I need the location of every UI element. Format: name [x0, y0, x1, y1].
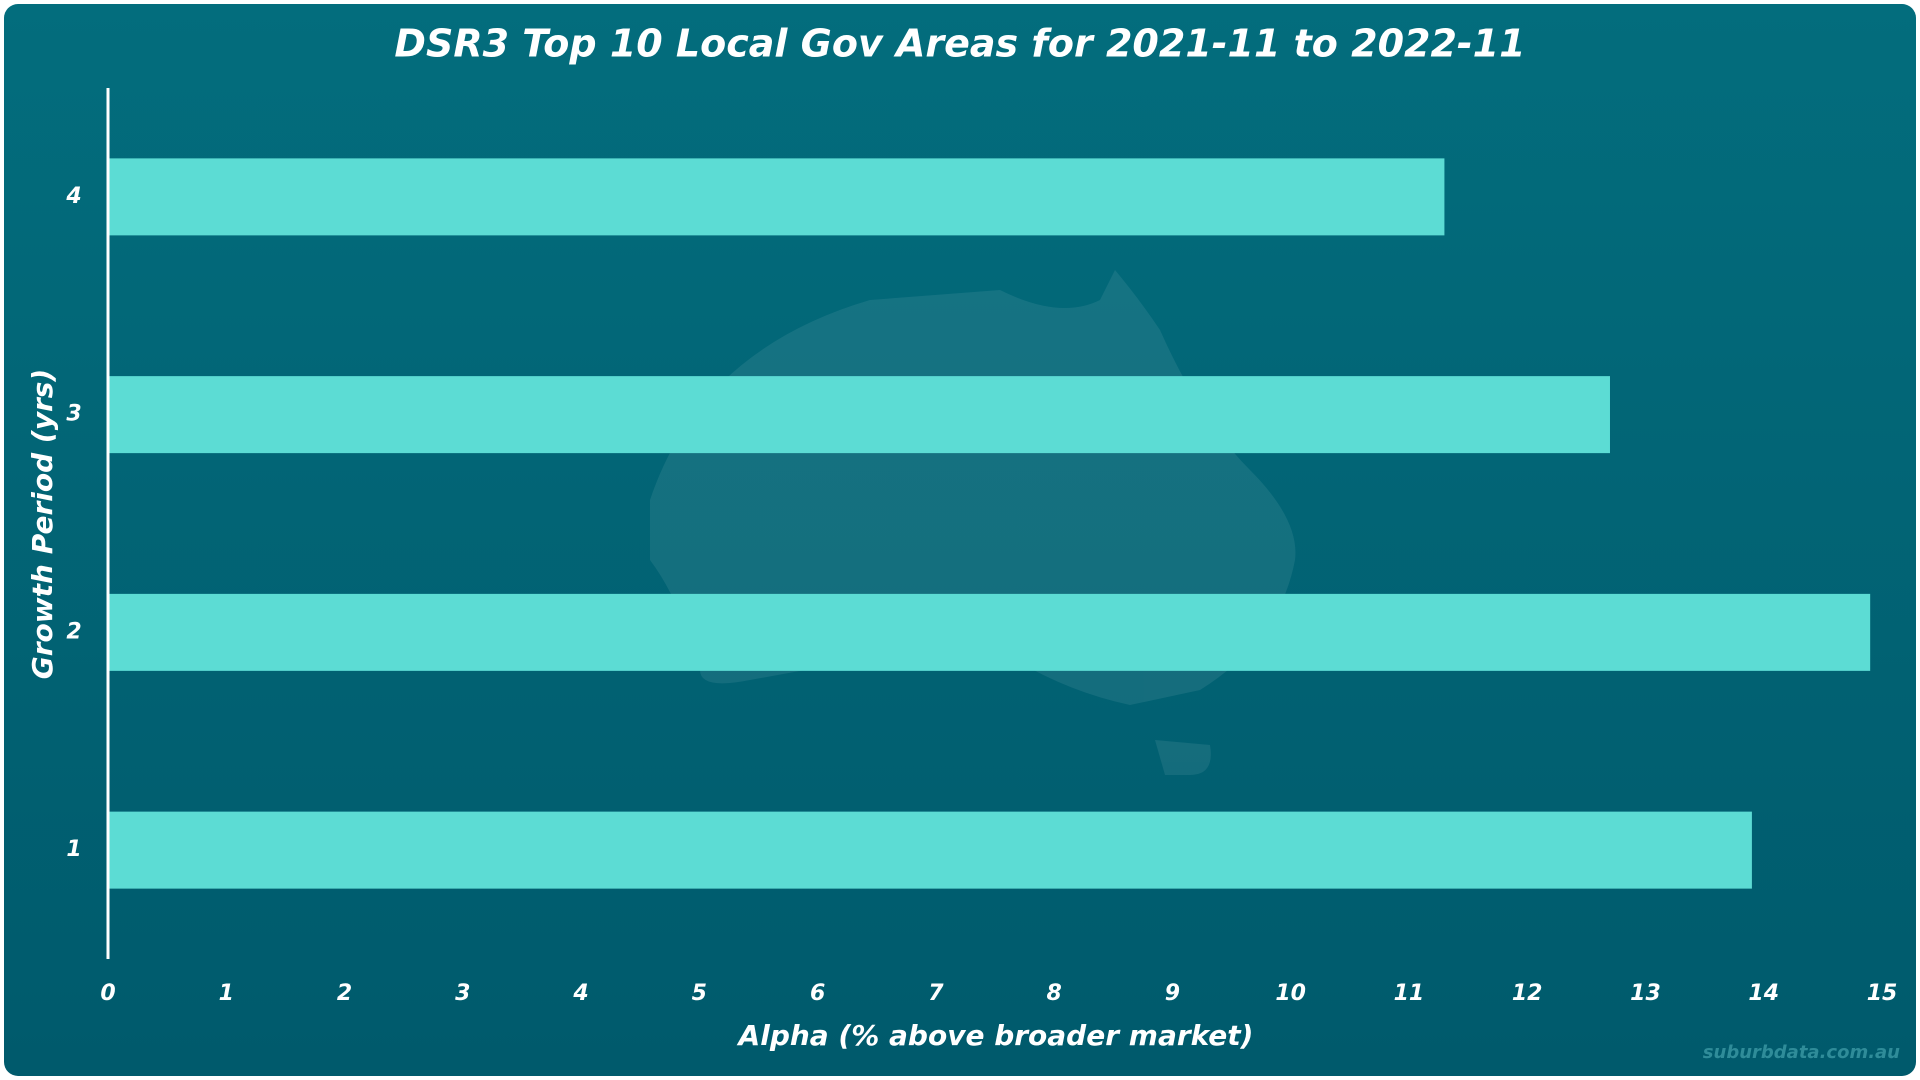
x-tick-label: 9 [1165, 981, 1180, 1006]
x-tick-label: 13 [1630, 981, 1661, 1006]
x-tick-label: 1 [219, 981, 234, 1006]
x-tick-label: 7 [928, 981, 944, 1006]
x-tick-label: 4 [572, 981, 588, 1006]
x-tick-label: 12 [1512, 981, 1543, 1006]
x-tick-label: 6 [810, 981, 825, 1006]
x-tick-label: 11 [1394, 981, 1425, 1006]
bar [108, 811, 1752, 889]
x-tick-label: 8 [1046, 981, 1061, 1006]
y-axis-label: Growth Period (yrs) [26, 369, 59, 679]
x-tick-label: 5 [692, 981, 707, 1006]
watermark: suburbdata.com.au [1703, 1042, 1900, 1063]
bar [108, 158, 1445, 236]
x-tick-label: 0 [100, 981, 115, 1006]
x-tick-label: 14 [1748, 981, 1779, 1006]
x-tick-label: 3 [455, 981, 470, 1006]
y-tick-label: 2 [66, 619, 81, 644]
chart-title: DSR3 Top 10 Local Gov Areas for 2021-11 … [394, 22, 1525, 66]
chart-background [4, 4, 1916, 1076]
bar [108, 593, 1871, 671]
x-tick-label: 10 [1275, 981, 1306, 1006]
x-tick-label: 15 [1867, 981, 1898, 1006]
x-axis-label: Alpha (% above broader market) [737, 1019, 1254, 1052]
x-tick-label: 2 [337, 981, 352, 1006]
y-tick-label: 3 [66, 402, 81, 427]
y-tick-label: 1 [66, 837, 81, 862]
bar [108, 376, 1610, 454]
y-tick-label: 4 [65, 184, 81, 209]
